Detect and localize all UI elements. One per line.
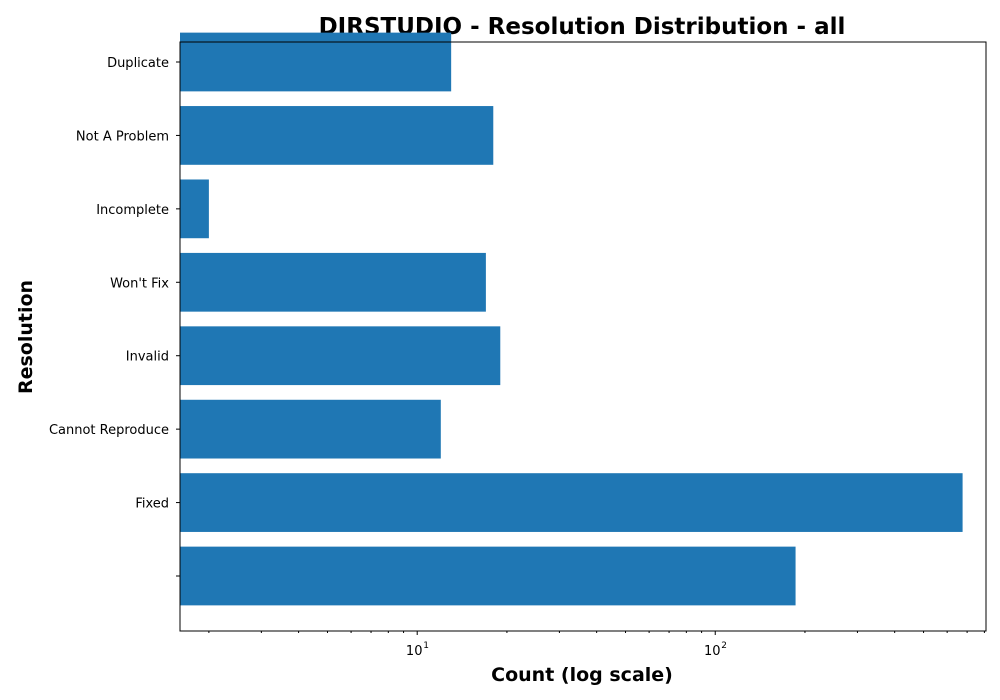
y-tick-label: Won't Fix bbox=[110, 276, 169, 291]
x-tick-label-exponent: 2 bbox=[721, 641, 727, 651]
bar bbox=[180, 179, 209, 239]
x-tick-label-base: 10 bbox=[704, 644, 721, 659]
y-axis-label: Resolution bbox=[15, 280, 37, 394]
y-tick-label: Invalid bbox=[126, 350, 169, 365]
x-axis-label: Count (log scale) bbox=[491, 664, 673, 686]
bar bbox=[180, 326, 501, 386]
x-ticks-group: 10 1 10 2 bbox=[208, 631, 985, 659]
y-ticks-group: Fixed Cannot Reproduce Invalid Won't Fix Inc… bbox=[49, 56, 180, 577]
x-tick-label-exponent: 1 bbox=[423, 641, 429, 651]
bar bbox=[180, 546, 796, 606]
x-tick-label-base: 10 bbox=[406, 644, 423, 659]
bar bbox=[180, 32, 452, 92]
bar bbox=[180, 399, 441, 459]
y-tick-label: Not A Problem bbox=[76, 129, 169, 144]
y-tick-label: Fixed bbox=[135, 497, 169, 512]
bar bbox=[180, 473, 963, 532]
bars-group bbox=[180, 32, 963, 606]
x-tick-label: 10 1 bbox=[406, 641, 429, 659]
y-tick-label: Duplicate bbox=[107, 56, 169, 71]
bar bbox=[180, 106, 494, 165]
plot-frame bbox=[179, 41, 987, 632]
bar bbox=[180, 252, 486, 312]
x-tick-label: 10 2 bbox=[704, 641, 727, 659]
y-tick-label: Incomplete bbox=[96, 203, 169, 218]
y-tick-label: Cannot Reproduce bbox=[49, 423, 169, 438]
